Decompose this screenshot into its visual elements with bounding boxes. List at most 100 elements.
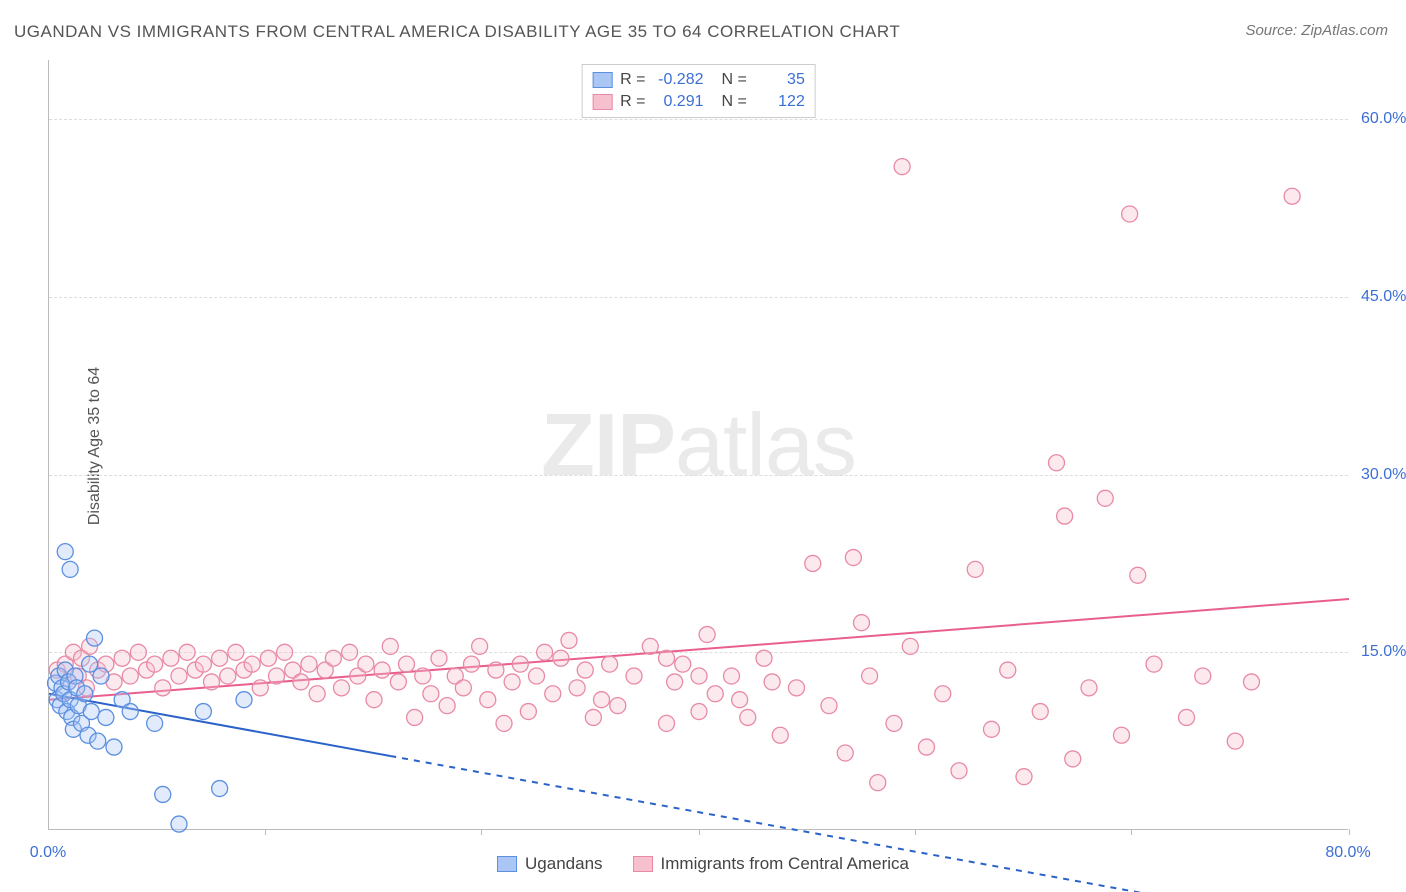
n-value: 122 — [755, 91, 805, 113]
scatter-point — [691, 668, 707, 684]
series-swatch — [633, 856, 653, 872]
plot-area: ZIPatlas R = -0.282 N = 35 R = 0.291 N =… — [48, 60, 1348, 830]
correlation-row: R = -0.282 N = 35 — [592, 69, 805, 91]
scatter-point — [659, 650, 675, 666]
scatter-point — [130, 644, 146, 660]
scatter-point — [610, 698, 626, 714]
scatter-point — [171, 816, 187, 832]
scatter-point — [1227, 733, 1243, 749]
scatter-point — [805, 555, 821, 571]
legend-item: Ugandans — [497, 854, 603, 874]
scatter-point — [764, 674, 780, 690]
scatter-point — [545, 686, 561, 702]
x-max-label: 80.0% — [1325, 844, 1370, 862]
n-label: N = — [722, 69, 747, 91]
scatter-point — [171, 668, 187, 684]
series-label: Ugandans — [525, 854, 603, 874]
scatter-point — [439, 698, 455, 714]
scatter-point — [740, 709, 756, 725]
scatter-point — [342, 644, 358, 660]
scatter-point — [894, 159, 910, 175]
scatter-point — [512, 656, 528, 672]
scatter-point — [594, 692, 610, 708]
scatter-point — [1284, 188, 1300, 204]
scatter-point — [1179, 709, 1195, 725]
scatter-point — [195, 656, 211, 672]
scatter-point — [77, 686, 93, 702]
scatter-point — [431, 650, 447, 666]
scatter-point — [480, 692, 496, 708]
scatter-point — [358, 656, 374, 672]
scatter-point — [626, 668, 642, 684]
scatter-point — [699, 627, 715, 643]
scatter-point — [155, 680, 171, 696]
scatter-point — [821, 698, 837, 714]
scatter-point — [951, 763, 967, 779]
scatter-point — [1049, 455, 1065, 471]
scatter-point — [1195, 668, 1211, 684]
scatter-point — [382, 638, 398, 654]
series-swatch — [592, 72, 612, 88]
scatter-point — [236, 692, 252, 708]
scatter-point — [147, 656, 163, 672]
scatter-point — [472, 638, 488, 654]
scatter-point — [1057, 508, 1073, 524]
scatter-point — [837, 745, 853, 761]
scatter-point — [260, 650, 276, 666]
scatter-point — [415, 668, 431, 684]
scatter-point — [1130, 567, 1146, 583]
scatter-point — [602, 656, 618, 672]
scatter-point — [845, 550, 861, 566]
y-tick-label: 15.0% — [1361, 643, 1406, 661]
x-origin-label: 0.0% — [30, 844, 66, 862]
y-tick-label: 30.0% — [1361, 466, 1406, 484]
scatter-point — [1081, 680, 1097, 696]
scatter-point — [57, 544, 73, 560]
scatter-point — [504, 674, 520, 690]
scatter-point — [529, 668, 545, 684]
scatter-point — [212, 650, 228, 666]
scatter-point — [967, 561, 983, 577]
scatter-point — [87, 630, 103, 646]
scatter-svg — [49, 60, 1348, 829]
scatter-point — [252, 680, 268, 696]
r-value: -0.282 — [654, 69, 704, 91]
scatter-point — [147, 715, 163, 731]
scatter-point — [179, 644, 195, 660]
scatter-point — [1097, 490, 1113, 506]
scatter-point — [724, 668, 740, 684]
scatter-point — [789, 680, 805, 696]
y-tick-label: 45.0% — [1361, 288, 1406, 306]
scatter-point — [569, 680, 585, 696]
scatter-point — [984, 721, 1000, 737]
y-tick-label: 60.0% — [1361, 110, 1406, 128]
scatter-point — [82, 656, 98, 672]
scatter-point — [1032, 704, 1048, 720]
scatter-point — [862, 668, 878, 684]
n-label: N = — [722, 91, 747, 113]
scatter-point — [561, 632, 577, 648]
scatter-point — [1122, 206, 1138, 222]
scatter-point — [423, 686, 439, 702]
scatter-point — [399, 656, 415, 672]
scatter-point — [854, 615, 870, 631]
scatter-point — [935, 686, 951, 702]
series-swatch — [592, 94, 612, 110]
scatter-point — [220, 668, 236, 684]
scatter-point — [585, 709, 601, 725]
scatter-point — [488, 662, 504, 678]
scatter-point — [277, 644, 293, 660]
series-label: Immigrants from Central America — [661, 854, 909, 874]
scatter-point — [464, 656, 480, 672]
scatter-point — [366, 692, 382, 708]
scatter-point — [455, 680, 471, 696]
series-legend: Ugandans Immigrants from Central America — [497, 854, 909, 874]
scatter-point — [577, 662, 593, 678]
scatter-point — [537, 644, 553, 660]
scatter-point — [870, 775, 886, 791]
r-label: R = — [620, 91, 645, 113]
scatter-point — [155, 786, 171, 802]
correlation-legend: R = -0.282 N = 35 R = 0.291 N = 122 — [581, 64, 816, 118]
scatter-point — [659, 715, 675, 731]
scatter-point — [675, 656, 691, 672]
